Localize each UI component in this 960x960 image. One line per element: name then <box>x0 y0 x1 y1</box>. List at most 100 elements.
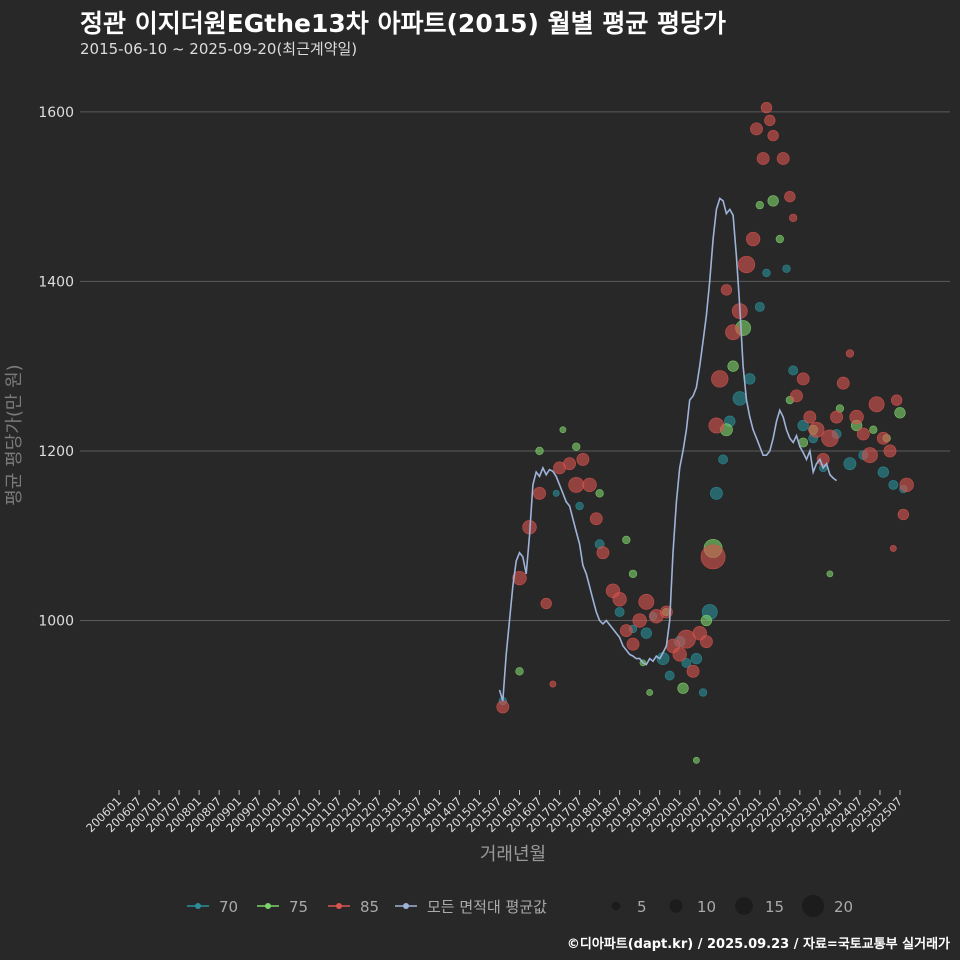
point-75 <box>646 689 654 696</box>
point-85 <box>612 592 627 607</box>
legend-swatch-dot <box>336 903 342 909</box>
point-85 <box>708 417 725 434</box>
grid-lines <box>80 111 950 621</box>
point-85 <box>540 597 552 610</box>
point-85 <box>836 376 850 390</box>
point-75 <box>515 667 524 676</box>
point-70 <box>698 688 708 697</box>
point-85 <box>816 453 830 466</box>
point-75 <box>595 489 604 498</box>
legend-label: 모든 면적대 평균값 <box>427 898 547 916</box>
point-75 <box>894 407 906 419</box>
legend-size-circle <box>735 897 753 915</box>
legend-size-label: 5 <box>637 898 647 916</box>
y-tick-label: 1600 <box>38 105 74 121</box>
point-75 <box>535 446 544 456</box>
legend-swatch-dot <box>403 903 409 909</box>
point-85 <box>776 152 790 165</box>
point-70 <box>690 652 703 665</box>
legend: 70 75 85 모든 면적대 평균값 5 10 15 20 <box>187 894 853 918</box>
point-85 <box>883 444 897 458</box>
point-85 <box>549 680 557 688</box>
point-85 <box>512 570 527 586</box>
point-70 <box>744 373 756 385</box>
point-70 <box>552 489 560 497</box>
point-85 <box>750 122 763 136</box>
point-85 <box>760 102 773 114</box>
legend-label: 75 <box>289 898 308 916</box>
point-70 <box>640 627 652 639</box>
point-85 <box>897 508 909 521</box>
scatter-points <box>496 102 914 764</box>
point-85 <box>830 410 843 424</box>
point-85 <box>672 647 687 662</box>
point-75 <box>677 682 689 694</box>
y-tick-label: 1200 <box>38 444 74 460</box>
point-70 <box>788 365 799 376</box>
legend-size-circle <box>801 894 825 918</box>
point-75 <box>572 442 581 451</box>
point-85 <box>582 477 597 493</box>
point-70 <box>877 466 889 478</box>
point-85 <box>576 453 590 466</box>
point-75 <box>767 195 779 207</box>
average-line-path <box>498 197 838 702</box>
point-85 <box>619 624 633 638</box>
point-85 <box>626 637 640 651</box>
point-70 <box>681 657 692 668</box>
point-70 <box>782 264 791 273</box>
point-75 <box>628 569 638 579</box>
y-tick-label: 1000 <box>38 613 74 629</box>
legend-swatch-dot <box>195 903 201 909</box>
legend-size-circle <box>669 899 683 913</box>
point-70 <box>710 486 723 500</box>
point-85 <box>632 613 647 628</box>
point-85 <box>803 410 817 424</box>
point-70 <box>754 301 765 312</box>
point-85 <box>533 486 546 500</box>
legend-size-label: 10 <box>697 898 716 916</box>
point-85 <box>676 629 696 649</box>
chart-title: 정관 이지더원EGthe13차 아파트(2015) 월별 평균 평당가 <box>80 9 727 38</box>
point-70 <box>888 479 899 490</box>
point-85 <box>890 394 903 406</box>
point-85 <box>889 545 897 552</box>
point-70 <box>664 670 675 681</box>
point-85 <box>700 635 713 649</box>
y-tick-label: 1400 <box>38 274 74 290</box>
point-85 <box>720 284 733 296</box>
point-85 <box>711 370 729 388</box>
legend-swatch-dot <box>265 903 271 909</box>
point-85 <box>899 477 914 493</box>
point-70 <box>732 391 747 406</box>
point-70 <box>843 457 857 471</box>
point-85 <box>784 191 796 203</box>
point-85 <box>808 421 825 438</box>
point-75 <box>700 614 713 627</box>
point-85 <box>737 255 756 274</box>
y-axis-label: 평균 평당가(만 원) <box>4 364 25 505</box>
point-75 <box>775 234 784 244</box>
point-85 <box>796 372 810 386</box>
point-75 <box>559 426 567 434</box>
point-85 <box>745 231 761 247</box>
x-axis-label: 거래년월 <box>480 844 546 865</box>
point-85 <box>856 427 870 441</box>
point-70 <box>762 268 771 278</box>
legend-size-label: 15 <box>765 898 784 916</box>
point-85 <box>756 152 770 165</box>
point-85 <box>568 476 585 493</box>
point-85 <box>876 431 890 445</box>
legend-size-circle <box>611 901 621 911</box>
point-85 <box>845 349 855 358</box>
point-85 <box>821 429 839 447</box>
chart-subtitle: 2015-06-10 ~ 2025-09-20(최근계약일) <box>80 40 358 58</box>
point-85 <box>789 213 798 223</box>
point-75 <box>622 535 631 545</box>
average-line <box>498 197 838 702</box>
footer-credit: ©디아파트(dapt.kr) / 2025.09.23 / 자료=국토교통부 실… <box>566 937 950 952</box>
point-85 <box>638 593 655 610</box>
point-75 <box>826 570 834 578</box>
point-85 <box>790 389 803 403</box>
